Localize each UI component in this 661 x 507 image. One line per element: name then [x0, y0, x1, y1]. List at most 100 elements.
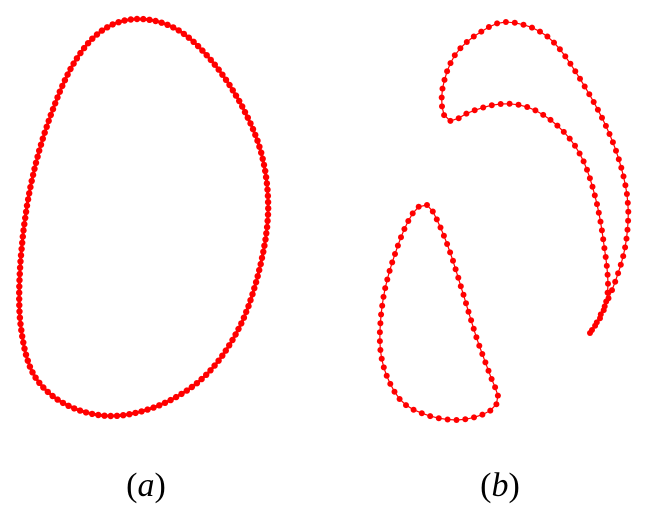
panel-b-hook-point [625, 217, 632, 224]
panel-b-hook-point [439, 103, 445, 110]
panel-a-point [199, 47, 206, 54]
panel-a-point [49, 392, 56, 400]
panel-a-point [156, 402, 163, 409]
panel-a-point [226, 342, 233, 349]
panel-b-hook-point [593, 319, 600, 326]
panel-a-point [158, 19, 165, 26]
panel-a-point [211, 61, 218, 68]
panel-b-hook-point [470, 33, 477, 40]
panel-b-hook-point [463, 39, 470, 45]
panel-b-lower-loop-point [447, 249, 454, 256]
panel-b-hook-point [580, 158, 587, 165]
panel-b-hook-point [584, 166, 590, 173]
panel-b-lower-loop-point [394, 242, 401, 249]
panel-a-point [161, 399, 169, 406]
panel-a-point [43, 123, 50, 130]
panel-a-point [190, 38, 197, 45]
panel-a-point [240, 314, 248, 321]
panel-a-point [261, 242, 268, 249]
panel-b-hook-point [591, 192, 598, 199]
panel-b-hook-point [622, 182, 629, 189]
panel-b-lower-loop-point [465, 308, 472, 315]
panel-b-hook-point [532, 107, 539, 114]
panel-a-point [19, 233, 26, 240]
panel-b-hook-point [599, 114, 605, 121]
panel-b-hook-point [625, 208, 632, 215]
panel-a-point [259, 155, 266, 162]
panel-b-hook-point [502, 19, 509, 25]
panel-a-point [264, 186, 271, 193]
panel-a-point [16, 295, 23, 303]
panel-b-curve [376, 19, 632, 423]
panel-b-lower-loop-point [487, 407, 494, 414]
panel-a-point [26, 190, 33, 197]
panel-a-point [16, 283, 23, 290]
panel-b-hook-point [556, 46, 563, 53]
panel-a-point [256, 266, 263, 274]
panel-a-point [219, 71, 226, 78]
panel-b-hook-point [600, 236, 607, 243]
panel-a-point [21, 345, 28, 352]
panel-b-hook-point [589, 183, 596, 190]
panel-b-hook-point [609, 287, 615, 294]
panel-b-hook-point [597, 218, 604, 225]
panel-a-point [37, 141, 45, 148]
panel-b-lower-loop-point [378, 355, 385, 362]
panel-a-point [235, 325, 242, 333]
panel-b-hook-point [494, 20, 501, 27]
panel-b-hook-point [615, 270, 622, 277]
panel-b-hook-point [606, 131, 613, 137]
panel-a-point [226, 81, 233, 89]
panel-b-hook-point [623, 191, 630, 197]
panel-b-hook-point [594, 106, 601, 113]
panel-b-hook-point [537, 28, 543, 35]
panel-a-point [16, 314, 24, 321]
panel-a-point [245, 302, 252, 310]
panel-a-point [146, 16, 153, 23]
panel-b-lower-loop-point [389, 259, 396, 266]
panel-a-caption-close: ) [155, 467, 166, 504]
panel-b-hook-point [581, 83, 588, 90]
panel-a-point [22, 351, 30, 358]
panel-a-point [264, 198, 272, 206]
panel-a-point [40, 384, 47, 391]
panel-a-point [222, 347, 229, 354]
panel-b-lower-loop-point [378, 311, 385, 318]
panel-b-caption-letter: b [492, 467, 509, 504]
panel-a-point [18, 245, 25, 253]
panel-b-lower-loop-point [383, 372, 390, 379]
panel-b-hook-point [615, 156, 622, 163]
panel-b-hook-point [520, 21, 527, 28]
panel-b-lower-loop-point [424, 202, 430, 208]
panel-b-hook-point [515, 101, 522, 108]
panel-b-lower-loop-point [376, 338, 383, 345]
panel-a-point [170, 24, 177, 31]
panel-a-point [82, 409, 90, 416]
panel-a-point [167, 396, 174, 404]
panel-a-point [232, 331, 239, 338]
panel-b-lower-loop-point [392, 251, 398, 257]
panel-a-point [251, 285, 258, 292]
panel-b-hook-point [597, 311, 604, 318]
panel-a-point [133, 15, 141, 23]
panel-b-lower-loop-point [387, 380, 394, 387]
panel-a-point [203, 52, 210, 59]
panel-b-hook-point [604, 289, 611, 296]
panel-b-lower-loop-point [427, 413, 434, 420]
panel-a-point [84, 40, 92, 47]
panel-a-point [22, 208, 30, 215]
panel-a-point [211, 362, 218, 369]
panel-a-point [16, 302, 23, 309]
panel-a-point [262, 174, 270, 181]
panel-a-caption: (a) [126, 467, 166, 504]
panel-b-caption-open: ( [480, 467, 491, 504]
panel-a-point [257, 260, 264, 268]
panel-a-point [54, 396, 61, 403]
panel-a-caption-open: ( [126, 467, 137, 504]
panel-a-point [183, 387, 190, 394]
panel-a-point [203, 371, 210, 378]
panel-a-point [194, 42, 202, 50]
panel-a-point [47, 111, 54, 119]
panel-b-hook-point [601, 245, 608, 252]
